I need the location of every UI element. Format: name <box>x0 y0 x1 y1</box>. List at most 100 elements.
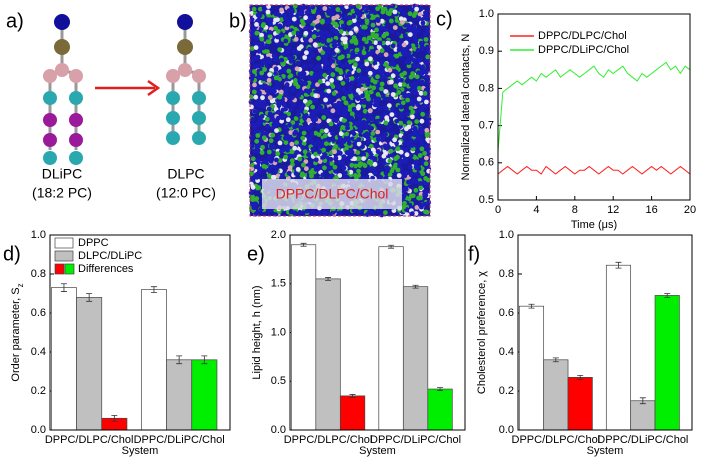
snapshot-dot <box>334 23 340 29</box>
snapshot-dot <box>396 43 402 48</box>
snapshot-dot <box>346 154 352 160</box>
snapshot-dot <box>409 211 415 217</box>
snapshot-dot <box>267 208 273 214</box>
panel-label: e) <box>247 243 265 265</box>
snapshot-dot <box>286 170 292 176</box>
snapshot-dot <box>312 72 318 78</box>
y-tick-label: 0.2 <box>499 385 514 397</box>
bar <box>76 297 103 431</box>
snapshot-dot <box>330 130 335 136</box>
snapshot-dot <box>271 53 277 59</box>
panel-a: a) DLiPC (18:2 PC) DLPC (12:0 <box>6 10 216 200</box>
panel-label: a) <box>6 10 24 32</box>
snapshot-dot <box>416 63 421 68</box>
snapshot-dot <box>288 58 294 64</box>
snapshot-dot <box>416 58 421 63</box>
snapshot-dot <box>292 124 298 130</box>
snapshot-dot <box>402 200 407 206</box>
snapshot-dot <box>317 159 323 164</box>
snapshot-dot <box>332 28 338 34</box>
snapshot-dot <box>252 69 257 74</box>
snapshot-dot <box>333 168 338 174</box>
snapshot-dot <box>279 175 285 180</box>
snapshot-dot <box>309 25 315 31</box>
snapshot-dot <box>290 8 295 14</box>
snapshot-dot <box>392 25 398 30</box>
snapshot-dot <box>408 172 414 178</box>
snapshot-dot <box>390 43 396 49</box>
snapshot-dot <box>252 82 257 88</box>
snapshot-dot <box>340 160 346 166</box>
snapshot-dot <box>257 166 262 172</box>
snapshot-dot <box>297 209 303 215</box>
snapshot-dot <box>354 47 360 53</box>
snapshot-dot <box>424 133 430 138</box>
snapshot-dot <box>313 93 319 99</box>
snapshot-dot <box>375 92 381 97</box>
snapshot-dot <box>407 32 413 37</box>
snapshot-dot <box>418 126 424 132</box>
snapshot-dot <box>416 166 422 172</box>
snapshot-dot <box>403 147 409 153</box>
snapshot-dot <box>398 82 403 87</box>
snapshot-dot <box>259 150 265 155</box>
snapshot-dot <box>294 140 299 146</box>
molecule-composition: (12:0 PC) <box>156 185 216 201</box>
snapshot-dot <box>259 70 265 76</box>
bar <box>191 359 218 431</box>
snapshot-dot <box>344 61 349 67</box>
line-series <box>497 165 691 175</box>
snapshot-dot <box>351 106 357 112</box>
snapshot-dot <box>311 110 317 115</box>
snapshot-dot <box>283 154 288 160</box>
snapshot-dot <box>399 77 404 83</box>
snapshot-dot <box>365 77 371 83</box>
snapshot-dot <box>388 61 394 67</box>
snapshot-dot <box>330 5 336 11</box>
snapshot-dot <box>349 162 355 168</box>
snapshot-dot <box>310 146 316 152</box>
snapshot-dot <box>420 20 426 26</box>
snapshot-dot <box>288 130 294 135</box>
y-tick-label: 0.8 <box>479 82 494 94</box>
snapshot-dot <box>348 94 354 99</box>
snapshot-dot <box>375 18 381 23</box>
snapshot-dot <box>254 196 260 202</box>
snapshot-dot <box>258 138 264 144</box>
snapshot-dot <box>267 154 272 160</box>
snapshot-dot <box>286 153 292 159</box>
snapshot-dot <box>398 120 404 126</box>
y-tick-label: 0.0 <box>271 424 286 436</box>
snapshot-dot <box>291 16 297 22</box>
snapshot-dot <box>288 107 293 112</box>
snapshot-dot <box>287 137 292 143</box>
bar <box>630 400 656 431</box>
arrow-head <box>147 79 161 97</box>
snapshot-dot <box>386 124 392 130</box>
snapshot-dot <box>422 150 427 156</box>
snapshot-dot <box>383 52 389 58</box>
snapshot-dot <box>395 146 401 152</box>
y-tick-label: 0.8 <box>499 268 514 280</box>
snapshot-dot <box>332 39 338 44</box>
snapshot-dot <box>368 51 373 57</box>
snapshot-dot <box>400 20 405 25</box>
y-tick-label: 2.0 <box>271 229 286 241</box>
snapshot-dot <box>306 117 311 123</box>
snapshot-dot <box>321 115 327 120</box>
snapshot-dot <box>423 143 429 149</box>
snapshot-dot <box>347 107 353 112</box>
snapshot-dot <box>309 173 314 179</box>
molecule-dlpc-beads <box>166 14 206 145</box>
snapshot-dot <box>259 75 265 81</box>
snapshot-dot <box>248 190 254 196</box>
snapshot-dot <box>323 141 329 147</box>
snapshot-dot <box>268 138 274 144</box>
x-tick-label: 16 <box>645 204 657 216</box>
snapshot-dot <box>358 45 364 51</box>
snapshot-dot <box>413 187 419 193</box>
snapshot-dot <box>255 12 261 18</box>
snapshot-dot <box>424 112 430 118</box>
snapshot-dot <box>390 56 396 62</box>
